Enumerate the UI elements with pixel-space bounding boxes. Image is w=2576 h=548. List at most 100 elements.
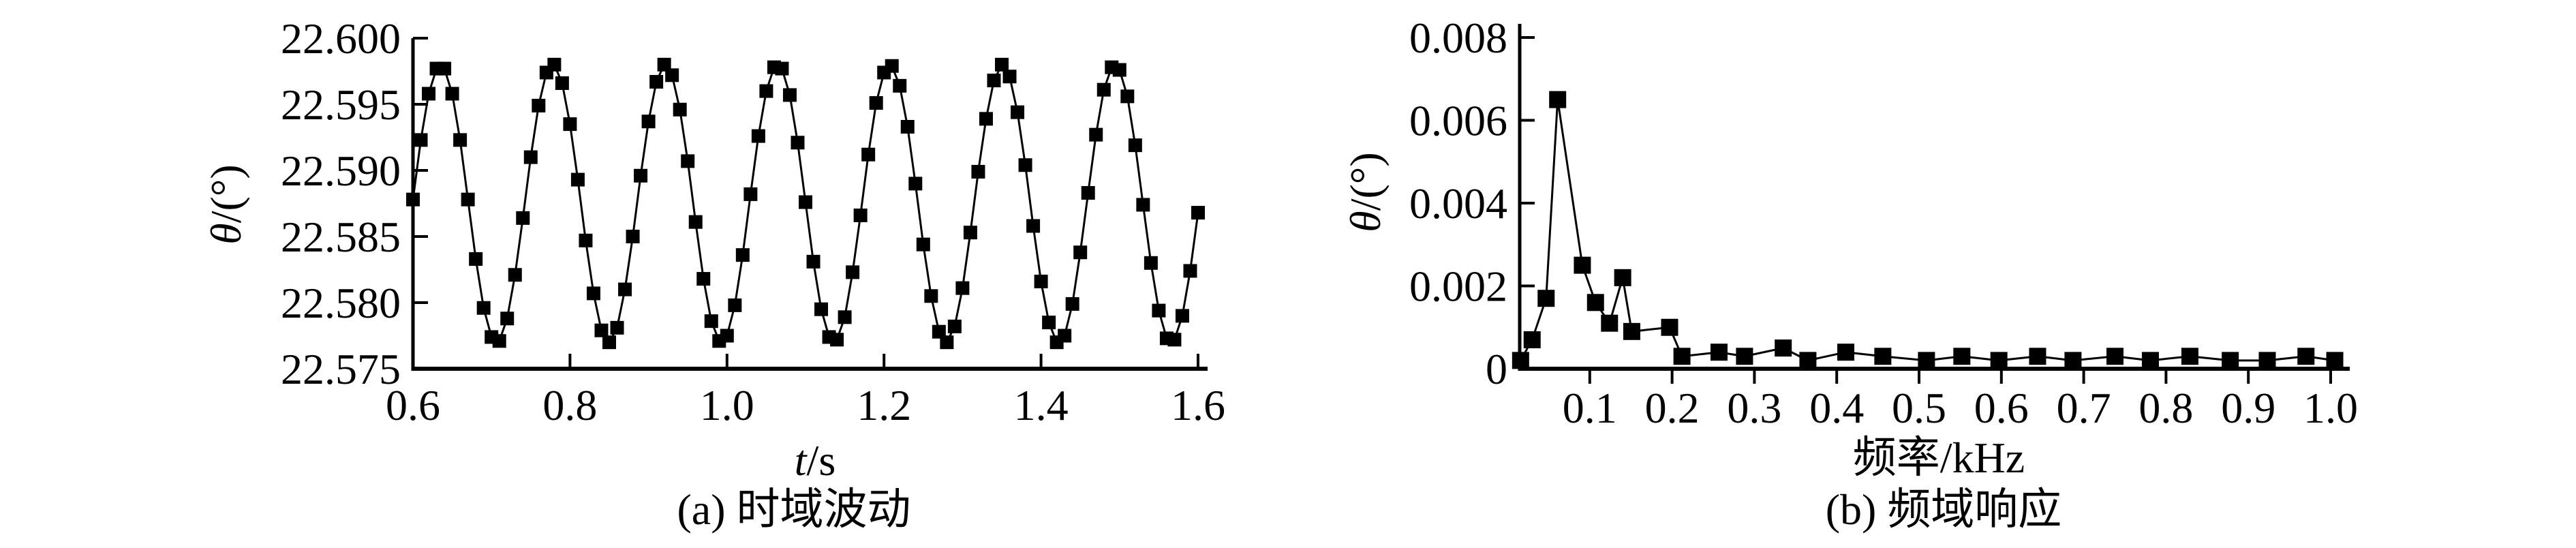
time-domain-data-point-marker [751,129,765,143]
y-tick-label: 22.585 [281,213,401,261]
x-tick-label: 1.6 [1171,381,1225,429]
frequency-domain-data-point-marker [1614,269,1631,286]
frequency-domain-data-point-marker [1990,352,2008,369]
x-tick-label: 0.9 [2221,384,2275,432]
frequency-label-text: 频率/kHz [1852,433,2025,482]
time-domain-data-point-marker [908,177,923,191]
time-domain-data-point-marker [1112,63,1126,77]
time-domain-data-point-marker [532,98,546,112]
frequency-domain-data-point-marker [2106,348,2124,365]
time-domain-data-point-marker [799,195,812,209]
time-domain-data-point-marker [791,136,805,150]
time-domain-data-point-marker [438,61,452,76]
time-domain-data-point-marker [594,323,609,337]
y-tick-label: 22.590 [281,147,401,195]
x-axis-unit: /s [806,436,836,485]
time-domain-data-point-marker [916,237,930,252]
time-domain-data-point-marker [1175,309,1189,323]
x-tick-label: 0.4 [1809,384,1864,432]
frequency-domain-data-point-marker [2064,352,2082,369]
y-tick-label: 0.006 [1409,97,1507,145]
time-domain-data-point-marker [1034,274,1048,288]
time-domain-data-point-marker [492,334,506,348]
time-domain-data-point-marker [1120,89,1135,104]
x-tick-label: 0.8 [2138,384,2193,432]
time-domain-data-point-marker [814,302,829,316]
time-domain-data-point-marker [806,254,821,269]
frequency-domain-data-point-marker [1574,256,1591,274]
time-domain-data-point-marker [1011,105,1025,119]
time-domain-data-point-marker [626,230,640,243]
time-domain-data-point-marker [1183,264,1197,278]
frequency-domain-data-point-marker [1586,294,1604,311]
time-domain-data-point-marker [932,324,946,339]
time-domain-data-point-marker [445,87,459,101]
time-domain-data-point-marker [1018,158,1032,172]
x-tick-label: 1.2 [857,381,911,429]
y-tick-label: 0 [1486,345,1507,393]
time-domain-data-point-marker [665,68,679,82]
frequency-domain-data-point-marker [1673,348,1691,365]
y-tick-label: 22.575 [281,345,401,393]
time-domain-data-point-marker [861,147,876,162]
time-domain-data-point-marker [900,119,915,134]
time-domain-data-point-marker [649,75,664,89]
x-tick-label: 1.4 [1014,381,1069,429]
time-domain-data-point-marker [846,265,860,279]
time-domain-data-point-marker [924,289,938,303]
time-domain-data-point-marker [500,311,515,326]
time-domain-data-point-marker [688,215,703,229]
time-domain-data-point-marker [979,112,993,126]
x-tick-label: 1.0 [2303,384,2358,432]
time-domain-data-point-marker [830,333,844,347]
frequency-domain-data-point-marker [1837,344,1854,361]
frequency-domain-data-point-marker [1601,314,1619,332]
time-domain-data-point-marker [995,57,1009,72]
time-domain-data-point-marker [1081,185,1095,200]
y-axis-unit: /(°) [1341,152,1390,211]
frequency-domain-data-point-marker [1549,91,1567,108]
y-axis-unit: /(°) [202,164,250,224]
time-domain-data-point-marker [657,57,671,72]
y-tick-label: 0.004 [1409,179,1507,228]
time-domain-data-point-marker [586,286,600,301]
frequency-domain-data-point-marker [1918,352,1935,369]
time-domain-data-point-marker [782,88,797,102]
frequency-domain-data-point-marker [2222,352,2239,369]
time-domain-data-point-marker [869,96,883,110]
time-domain-data-point-marker [508,268,522,282]
time-domain-data-point-marker [422,87,436,101]
time-domain-data-point-marker [987,74,1001,88]
time-domain-data-point-marker [720,329,734,343]
frequency-domain-data-point-marker [2181,348,2198,365]
time-domain-data-point-marker [570,172,585,187]
x-axis-label-frequency-domain: 频率/kHz [1853,436,2025,480]
theta-symbol: θ [202,223,250,245]
x-tick-label: 0.3 [1727,384,1781,432]
x-tick-label: 0.7 [2057,384,2111,432]
time-domain-data-point-marker [461,192,475,207]
time-domain-data-point-marker [414,133,428,147]
time-domain-data-point-marker [1128,138,1142,153]
time-domain-data-point-marker [947,319,962,333]
time-domain-data-point-marker [453,133,467,147]
frequency-domain-data-point-marker [1799,352,1817,369]
time-domain-data-point-marker [893,78,907,93]
time-domain-data-point-marker [1073,245,1088,260]
time-domain-data-point-marker [775,61,789,76]
time-domain-data-point-marker [406,192,420,207]
time-domain-data-point-marker [1097,82,1111,97]
time-domain-data-point-marker [681,154,695,168]
time-domain-data-point-marker [555,76,569,90]
time-domain-data-point-marker [1144,256,1158,270]
time-domain-data-point-marker [523,150,538,164]
time-domain-data-point-marker [743,187,758,201]
x-tick-label: 0.2 [1645,384,1700,432]
frequency-domain-data-point-marker [2297,348,2315,365]
time-domain-data-point-marker [728,298,742,312]
time-domain-data-point-marker [940,335,954,350]
time-domain-data-point-marker [885,59,899,73]
time-domain-data-point-marker [759,84,773,98]
frequency-domain-data-line [1520,98,2335,362]
